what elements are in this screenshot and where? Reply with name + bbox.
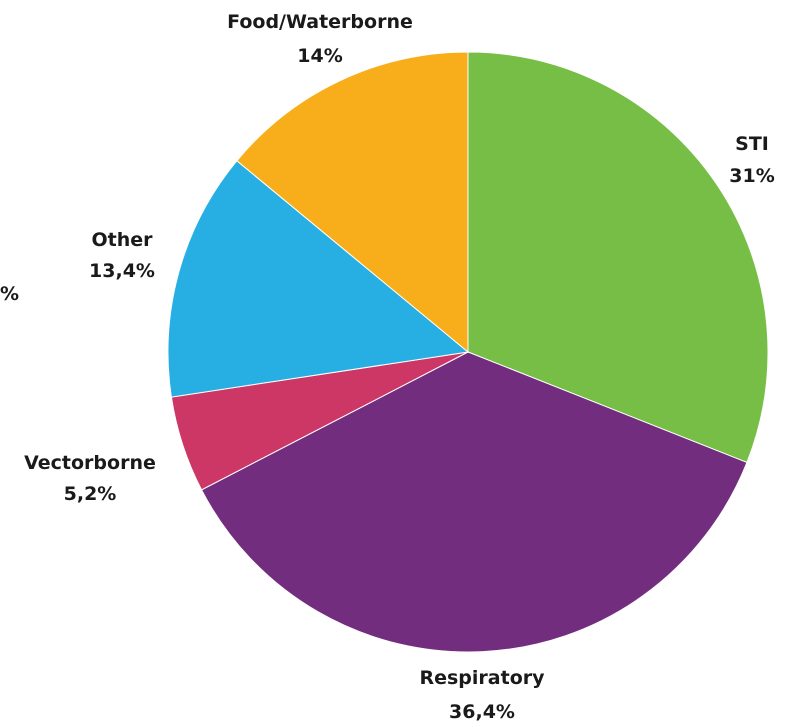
clipped-label-fragment: % — [0, 283, 19, 305]
slice-label: Food/Waterborne — [227, 11, 413, 33]
slice-label: Vectorborne — [24, 452, 156, 474]
slice-value-label: 5,2% — [64, 483, 117, 505]
pie-slices — [167, 51, 769, 653]
slice-label: Respiratory — [419, 667, 545, 689]
slice-value-label: 14% — [297, 45, 342, 67]
pie-slice-sti — [467, 51, 769, 464]
slice-value-label: 36,4% — [449, 701, 515, 723]
slice-value-label: 13,4% — [89, 260, 155, 282]
slice-value-label: 31% — [729, 165, 774, 187]
slice-label: Other — [91, 229, 153, 251]
slice-label: STI — [735, 133, 769, 155]
pie-labels: STI 31% Respiratory 36,4% Vectorborne 5,2% Oth… — [0, 11, 775, 723]
pie-slice-respiratory — [200, 351, 748, 653]
pie-slice-food-waterborne — [236, 51, 469, 354]
pie-slice-other — [167, 160, 470, 398]
